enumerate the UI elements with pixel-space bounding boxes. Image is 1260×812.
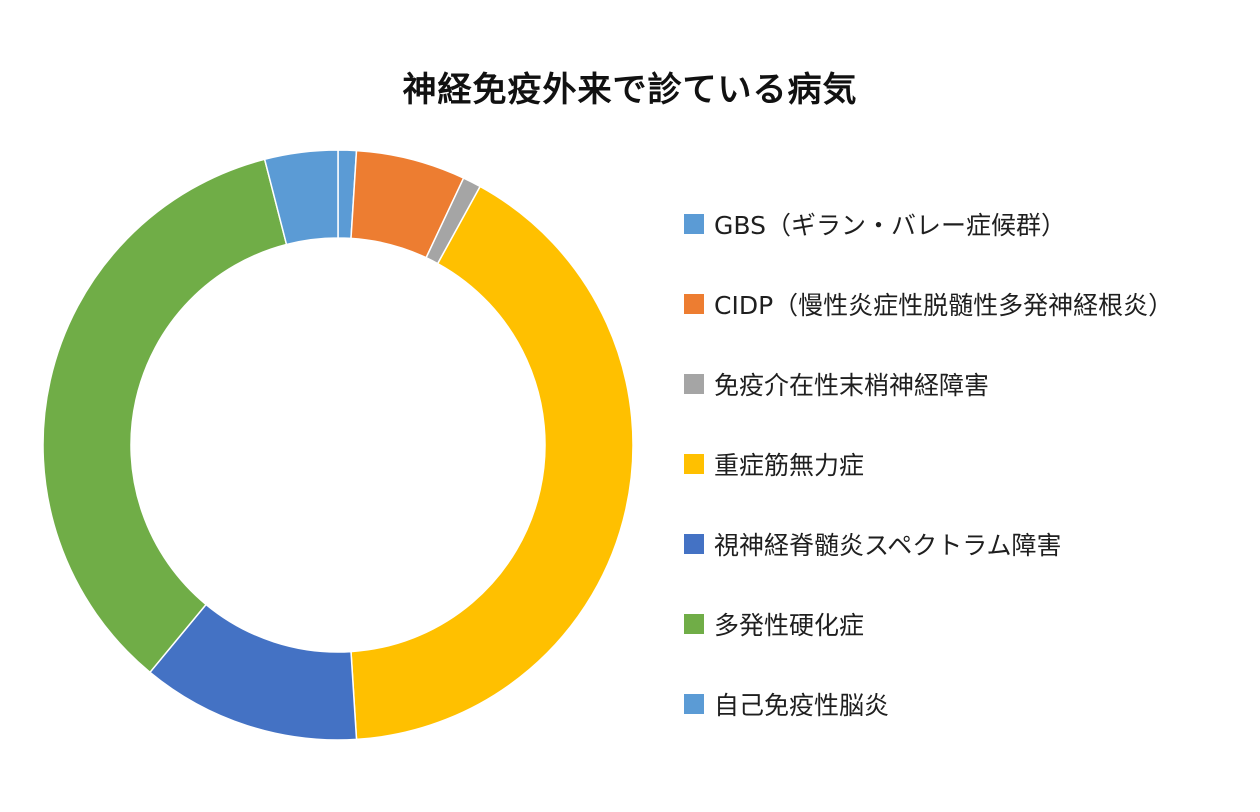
legend-label-5: 視神経脊髄炎スペクトラム障害 xyxy=(714,531,1062,560)
legend-swatch-7 xyxy=(684,694,704,714)
chart-title: 神経免疫外来で診ている病気 xyxy=(402,70,858,110)
legend-label-3: 免疫介在性末梢神経障害 xyxy=(714,371,990,400)
legend-label-6: 多発性硬化症 xyxy=(714,611,865,640)
legend-label-7: 自己免疫性脳炎 xyxy=(714,691,890,720)
legend-item-2: CIDP（慢性炎症性脱髄性多発神経根炎） xyxy=(684,264,1254,344)
legend-swatch-5 xyxy=(684,534,704,554)
legend-label-1: GBS（ギラン・バレー症候群） xyxy=(714,211,1066,240)
legend-label-4: 重症筋無力症 xyxy=(714,451,865,480)
legend-swatch-1 xyxy=(684,214,704,234)
chart-legend: GBS（ギラン・バレー症候群） CIDP（慢性炎症性脱髄性多発神経根炎） 免疫介在性… xyxy=(684,184,1254,744)
legend-swatch-2 xyxy=(684,294,704,314)
donut-slice-6 xyxy=(42,158,288,674)
donut-chart xyxy=(42,149,634,741)
legend-item-3: 免疫介在性末梢神経障害 xyxy=(684,344,1254,424)
legend-swatch-4 xyxy=(684,454,704,474)
legend-swatch-6 xyxy=(684,614,704,634)
legend-item-5: 視神経脊髄炎スペクトラム障害 xyxy=(684,504,1254,584)
legend-swatch-3 xyxy=(684,374,704,394)
legend-item-1: GBS（ギラン・バレー症候群） xyxy=(684,184,1254,264)
legend-item-4: 重症筋無力症 xyxy=(684,424,1254,504)
legend-item-6: 多発性硬化症 xyxy=(684,584,1254,664)
donut-slice-7 xyxy=(263,149,339,246)
donut-slice-4 xyxy=(350,185,634,741)
legend-label-2: CIDP（慢性炎症性脱髄性多発神経根炎） xyxy=(714,291,1174,320)
legend-item-7: 自己免疫性脳炎 xyxy=(684,664,1254,744)
